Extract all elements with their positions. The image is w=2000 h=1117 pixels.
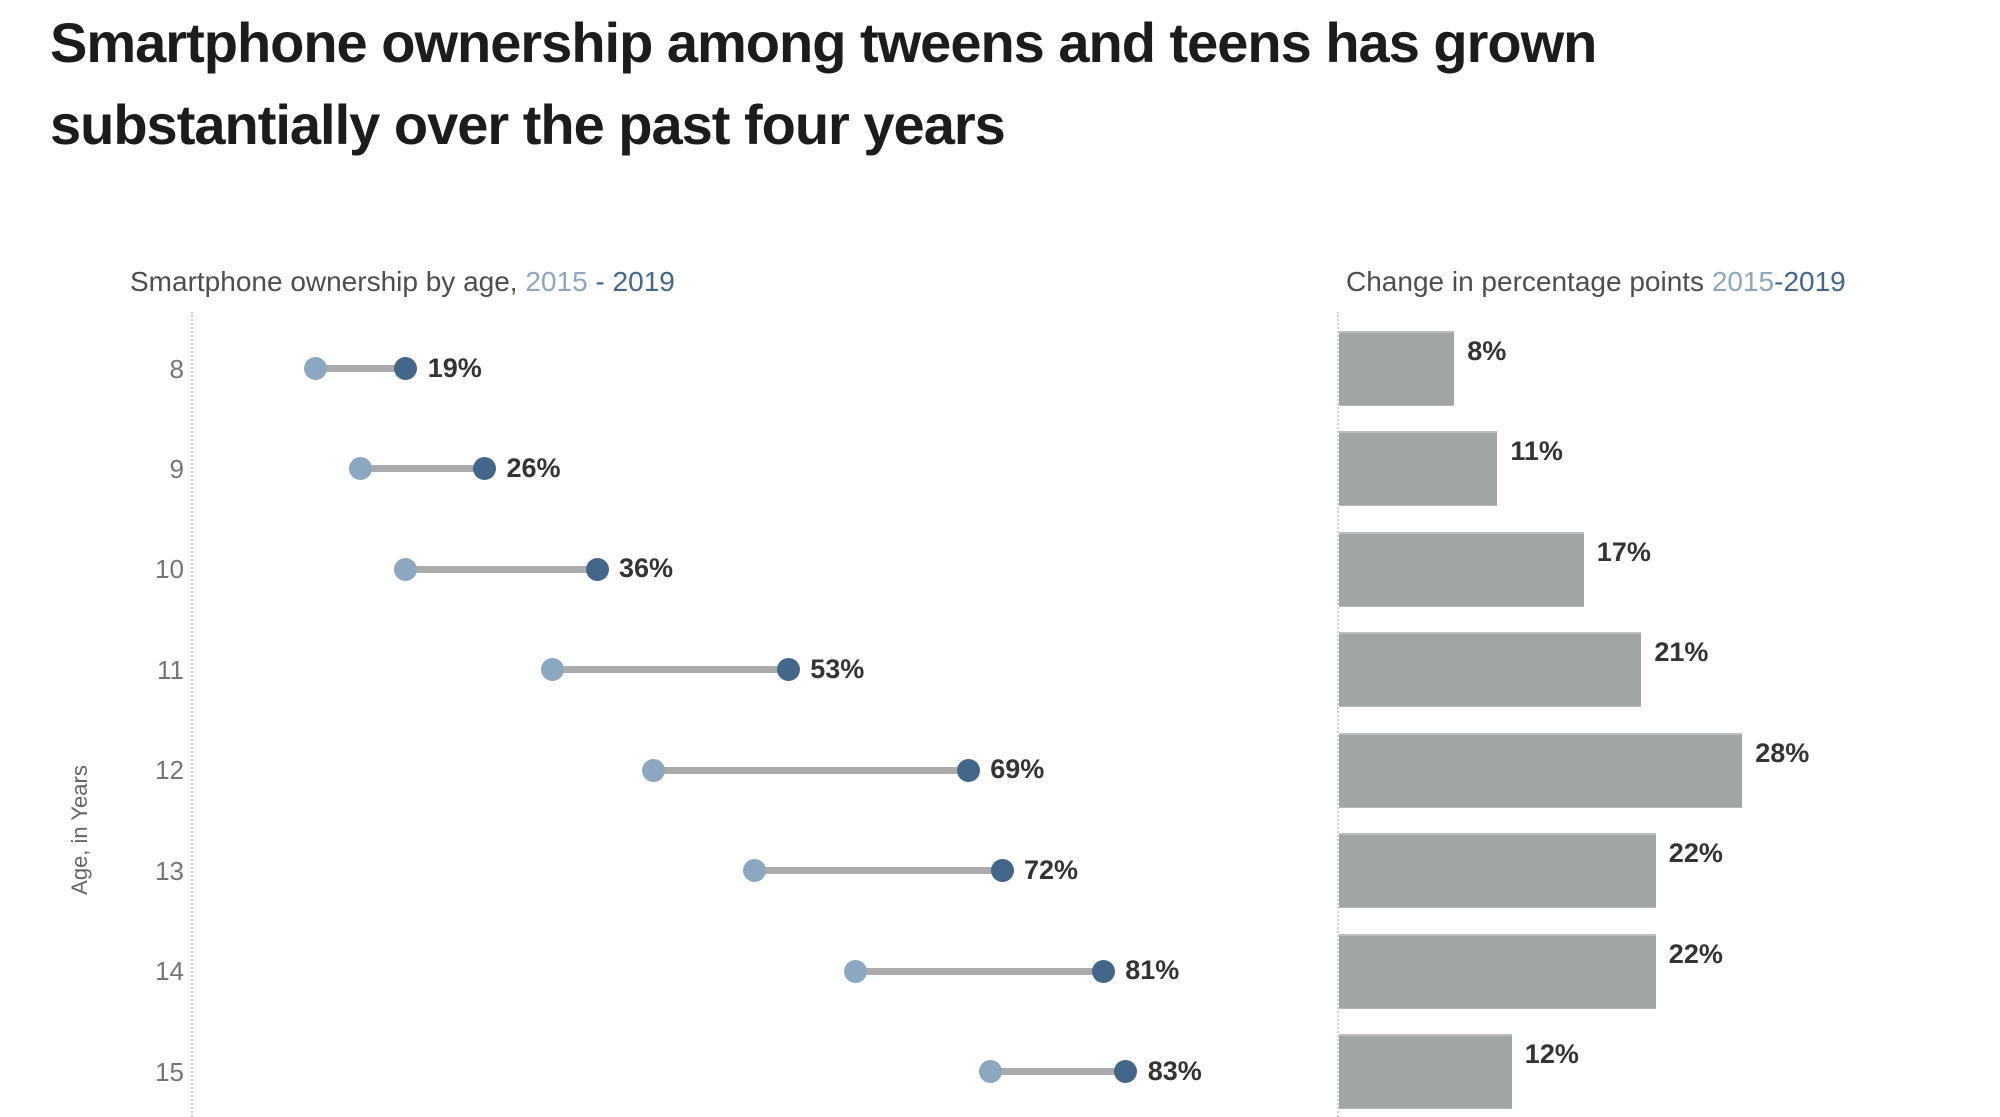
dot-2019-age-13[interactable] bbox=[990, 859, 1014, 883]
change-bar-age-8[interactable] bbox=[1339, 331, 1455, 406]
right-y-axis-line bbox=[1337, 312, 1339, 1117]
dot-2015-age-12[interactable] bbox=[641, 758, 665, 782]
ownership-2019-label: 72% bbox=[1024, 854, 1079, 885]
y-axis-tick-age-10: 10 bbox=[155, 554, 184, 585]
y-axis-tick-age-15: 15 bbox=[155, 1056, 184, 1087]
ownership-2019-label: 36% bbox=[619, 553, 674, 584]
dot-2015-age-15[interactable] bbox=[979, 1060, 1003, 1084]
change-label: 28% bbox=[1755, 737, 1810, 768]
right-chart-title-year-end: 2019 bbox=[1783, 266, 1846, 297]
right-chart-title-text: Change in percentage points bbox=[1346, 266, 1712, 297]
ownership-2019-label: 26% bbox=[506, 452, 561, 483]
dashboard-title: Smartphone ownership among tweens and te… bbox=[50, 11, 1597, 157]
change-label: 22% bbox=[1668, 938, 1723, 969]
y-axis-tick-age-11: 11 bbox=[157, 654, 184, 685]
dot-2019-age-14[interactable] bbox=[1091, 959, 1115, 983]
change-bar-age-10[interactable] bbox=[1339, 531, 1584, 607]
dot-2019-age-11[interactable] bbox=[776, 658, 800, 682]
left-chart-title-year-start: 2015 bbox=[525, 266, 588, 297]
change-label: 22% bbox=[1668, 838, 1723, 869]
dumbbell-connector[interactable] bbox=[552, 666, 789, 674]
change-label: 21% bbox=[1654, 637, 1709, 668]
change-bar-age-11[interactable] bbox=[1339, 632, 1642, 708]
change-label: 17% bbox=[1596, 536, 1651, 567]
ownership-2019-label: 83% bbox=[1147, 1055, 1202, 1086]
dot-2015-age-10[interactable] bbox=[394, 557, 418, 581]
change-label: 8% bbox=[1467, 336, 1507, 366]
dot-2015-age-8[interactable] bbox=[304, 357, 328, 380]
change-bar-age-14[interactable] bbox=[1339, 933, 1656, 1009]
dot-2019-age-12[interactable] bbox=[956, 758, 980, 782]
change-bar-age-13[interactable] bbox=[1339, 833, 1656, 909]
ownership-2019-label: 69% bbox=[990, 754, 1045, 785]
change-label: 12% bbox=[1524, 1039, 1579, 1070]
change-bar-age-9[interactable] bbox=[1339, 431, 1498, 507]
dumbbell-connector[interactable] bbox=[360, 465, 485, 473]
dumbbell-connector[interactable] bbox=[990, 1068, 1126, 1076]
dumbbell-connector[interactable] bbox=[315, 365, 406, 372]
right-chart-title-year-start: 2015 bbox=[1711, 266, 1775, 297]
dot-2015-age-9[interactable] bbox=[349, 457, 373, 481]
dumbbell-connector[interactable] bbox=[653, 766, 969, 774]
ownership-2019-label: 53% bbox=[810, 653, 865, 684]
y-axis-tick-age-12: 12 bbox=[155, 755, 184, 786]
y-axis-tick-age-8: 8 bbox=[169, 353, 184, 384]
y-axis-title: Age, in Years bbox=[67, 765, 92, 895]
change-label: 11% bbox=[1510, 436, 1563, 467]
dot-2015-age-14[interactable] bbox=[844, 959, 868, 983]
left-chart-title: Smartphone ownership by age, 2015 - 2019 bbox=[130, 266, 675, 298]
dumbbell-connector[interactable] bbox=[754, 867, 1002, 875]
dumbbell-connector[interactable] bbox=[855, 967, 1104, 975]
dot-2019-age-15[interactable] bbox=[1114, 1060, 1138, 1084]
dot-2015-age-13[interactable] bbox=[743, 859, 766, 883]
y-axis-tick-age-13: 13 bbox=[155, 855, 184, 886]
right-chart-title-sep: - bbox=[1774, 266, 1784, 297]
left-chart-title-sep: - bbox=[587, 266, 613, 297]
y-axis-tick-age-9: 9 bbox=[169, 453, 184, 484]
right-chart-title: Change in percentage points 2015-2019 bbox=[1346, 266, 1846, 298]
dot-2015-age-11[interactable] bbox=[540, 658, 564, 682]
ownership-2019-label: 81% bbox=[1125, 955, 1180, 986]
left-y-axis-line bbox=[191, 312, 193, 1117]
y-axis-tick-age-14: 14 bbox=[155, 956, 184, 987]
ownership-2019-label: 19% bbox=[427, 352, 482, 383]
left-chart-title-text: Smartphone ownership by age, bbox=[130, 266, 526, 297]
change-bar-age-12[interactable] bbox=[1339, 732, 1743, 808]
dot-2019-age-10[interactable] bbox=[585, 557, 609, 581]
dot-2019-age-8[interactable] bbox=[394, 357, 418, 380]
left-chart-title-year-end: 2019 bbox=[612, 266, 675, 297]
dot-2019-age-9[interactable] bbox=[473, 457, 496, 481]
change-bar-age-15[interactable] bbox=[1339, 1034, 1512, 1110]
dumbbell-connector[interactable] bbox=[405, 565, 597, 573]
